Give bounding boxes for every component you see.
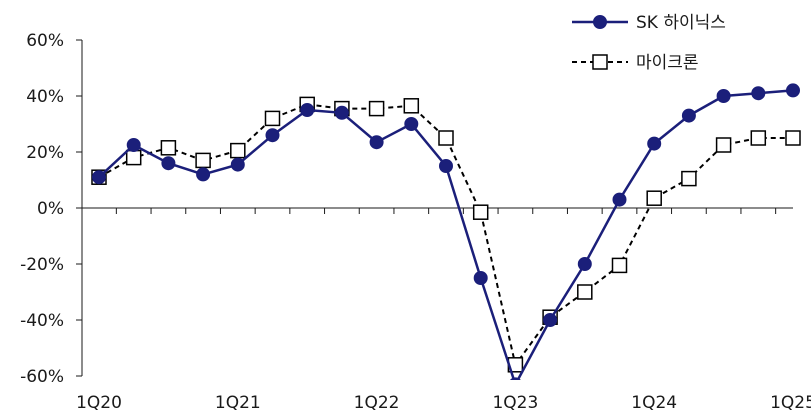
x-tick-label: 1Q22	[354, 393, 400, 413]
data-point	[681, 170, 697, 187]
data-point	[230, 157, 245, 172]
data-point	[264, 110, 281, 127]
data-point	[369, 135, 384, 150]
data-point	[195, 152, 211, 169]
data-point	[646, 190, 662, 206]
data-point	[265, 128, 280, 143]
data-point	[334, 105, 349, 120]
data-point	[509, 377, 521, 380]
data-point	[403, 98, 420, 114]
legend-label: 마이크론	[636, 53, 699, 73]
legend-label: SK 하이닉스	[636, 13, 726, 33]
data-point	[160, 140, 177, 156]
data-point	[751, 86, 766, 101]
y-axis-ticks: 60% 40% 20% 0% -20% -40% -60%	[20, 31, 82, 387]
data-point	[577, 284, 593, 300]
y-tick-label: -20%	[20, 255, 64, 275]
legend-marker	[592, 54, 608, 70]
y-tick-label: 20%	[26, 143, 64, 163]
legend-marker	[593, 15, 607, 29]
data-point	[439, 159, 453, 173]
y-tick-label: -40%	[20, 311, 64, 331]
x-tick-label: 1Q20	[76, 393, 122, 413]
data-point	[716, 89, 731, 103]
x-tick-label: 1Q24	[631, 393, 677, 413]
data-point	[785, 130, 801, 146]
data-point	[126, 138, 141, 152]
x-tick-label: 1Q25	[770, 393, 811, 413]
data-point	[125, 149, 142, 166]
data-point	[612, 192, 627, 207]
data-point	[92, 170, 106, 185]
y-tick-label: 40%	[26, 87, 64, 107]
series-1	[91, 96, 801, 373]
y-tick-label: 60%	[26, 31, 64, 51]
data-point	[750, 130, 767, 146]
x-axis-ticks: 1Q20 1Q21 1Q22 1Q23 1Q24 1Q25	[76, 208, 811, 413]
data-point	[438, 130, 454, 146]
data-point	[161, 156, 176, 171]
y-tick-label: 0%	[37, 199, 64, 219]
data-point	[196, 167, 211, 182]
y-tick-label: -60%	[20, 367, 64, 387]
data-point	[681, 108, 696, 123]
data-point	[472, 204, 489, 220]
data-point	[786, 83, 800, 98]
data-point	[368, 100, 385, 117]
data-point	[300, 103, 315, 117]
series-layer	[91, 83, 801, 380]
axes	[81, 40, 793, 376]
data-point	[404, 117, 419, 131]
data-point	[611, 257, 628, 274]
data-point	[230, 142, 246, 159]
x-tick-label: 1Q23	[492, 393, 538, 413]
data-point	[473, 271, 488, 285]
data-point	[647, 136, 662, 151]
series-0	[92, 83, 800, 380]
data-point	[543, 313, 558, 327]
data-point	[715, 137, 732, 153]
data-point	[577, 257, 592, 271]
x-tick-label: 1Q21	[215, 393, 261, 413]
